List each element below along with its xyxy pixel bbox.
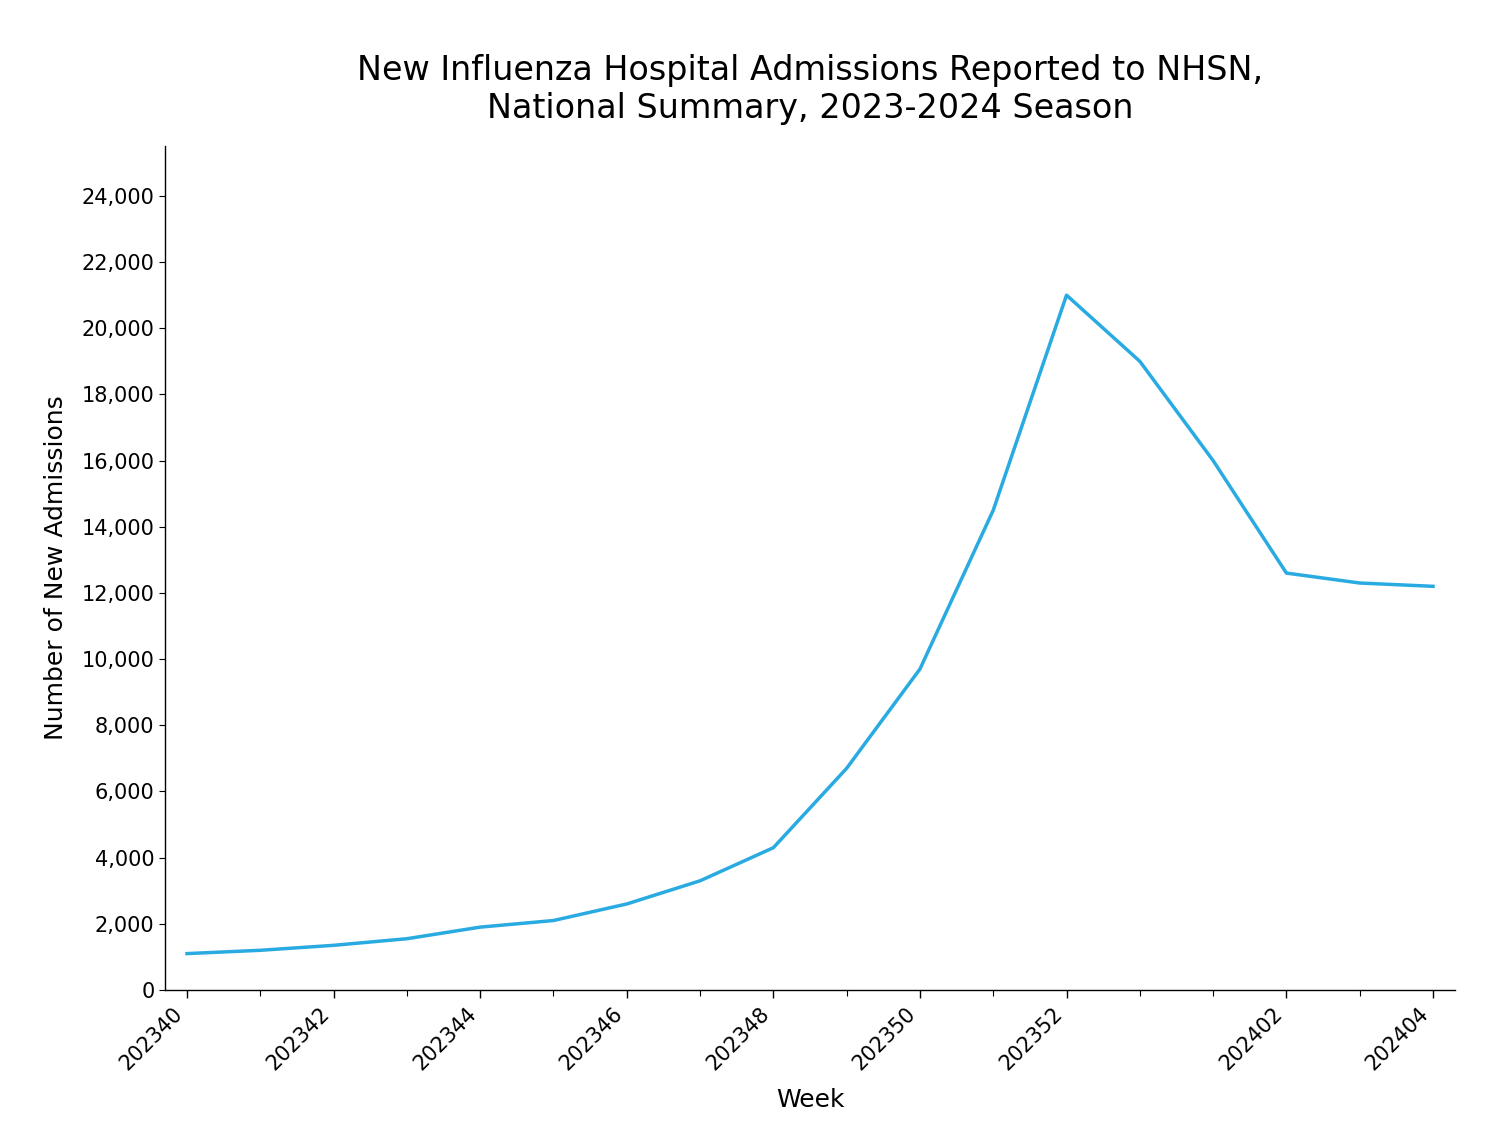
Y-axis label: Number of New Admissions: Number of New Admissions (44, 396, 68, 740)
X-axis label: Week: Week (776, 1088, 844, 1112)
Title: New Influenza Hospital Admissions Reported to NHSN,
National Summary, 2023-2024 : New Influenza Hospital Admissions Report… (357, 54, 1263, 126)
